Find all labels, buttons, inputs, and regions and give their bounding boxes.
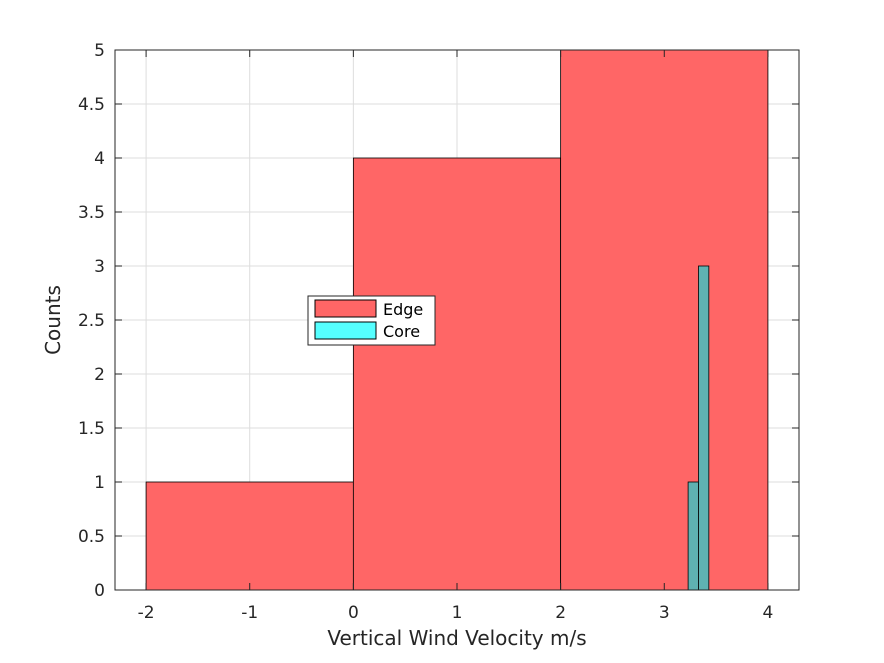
legend-swatch-core <box>314 321 377 340</box>
axis-ticks <box>115 49 799 591</box>
y-tick-label: 2 <box>94 365 105 385</box>
y-tick-label: 1.5 <box>78 419 105 439</box>
y-tick-label: 4.5 <box>78 95 105 115</box>
y-tick-label: 5 <box>94 41 105 61</box>
legend-swatch-edge <box>314 299 377 318</box>
legend: Edge Core <box>307 295 436 346</box>
x-tick-label: 2 <box>555 603 566 623</box>
legend-label-core: Core <box>383 322 420 341</box>
x-tick-label: -1 <box>241 603 258 623</box>
y-tick-label: 0.5 <box>78 527 105 547</box>
x-axis-tick-labels: -2 -1 0 1 2 3 4 <box>138 603 774 623</box>
y-axis-tick-labels: 0 0.5 1 1.5 2 2.5 3 3.5 4 4.5 5 <box>78 41 105 601</box>
core-bar-1 <box>698 265 710 591</box>
x-axis-title: Vertical Wind Velocity m/s <box>327 626 586 650</box>
x-tick-label: -2 <box>138 603 155 623</box>
y-axis-title: Counts <box>41 285 65 355</box>
x-tick-label: 1 <box>452 603 463 623</box>
x-tick-label: 4 <box>762 603 773 623</box>
x-tick-label: 0 <box>348 603 359 623</box>
legend-label-edge: Edge <box>383 300 423 319</box>
edge-bar-0 <box>145 481 354 591</box>
y-tick-label: 1 <box>94 473 105 493</box>
x-tick-label: 3 <box>659 603 670 623</box>
edge-bar-2 <box>560 49 769 591</box>
core-bar-0 <box>687 481 699 591</box>
y-tick-label: 4 <box>94 149 105 169</box>
y-tick-label: 0 <box>94 581 105 601</box>
y-tick-label: 3 <box>94 257 105 277</box>
edge-bar-1 <box>352 157 562 591</box>
histogram-bars <box>145 49 769 591</box>
y-tick-label: 2.5 <box>78 311 105 331</box>
y-tick-label: 3.5 <box>78 203 105 223</box>
